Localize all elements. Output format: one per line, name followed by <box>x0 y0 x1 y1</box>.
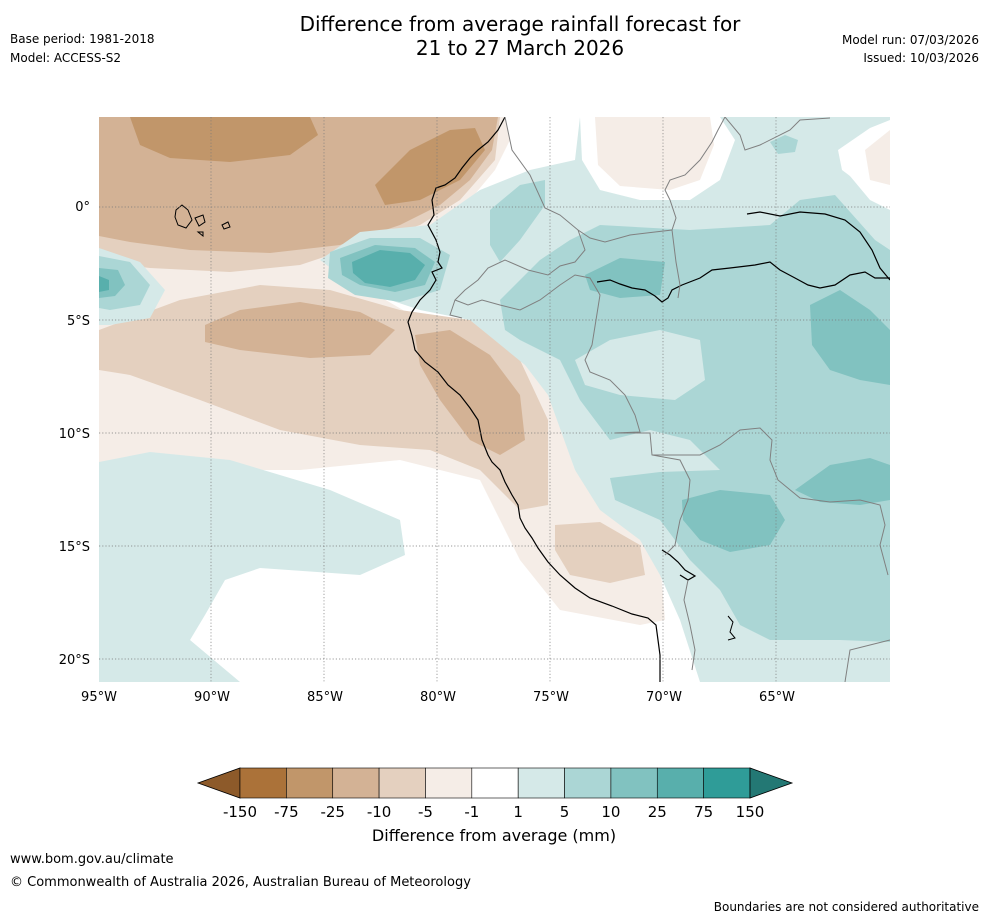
page-title: Difference from average rainfall forecas… <box>0 12 988 60</box>
dry-faint-area-north <box>595 117 714 190</box>
lat-label: 10°S <box>59 427 90 442</box>
wet-faint-area-ocean-sw <box>99 452 405 682</box>
coastline-amazon-river <box>596 261 890 303</box>
colorbar-tick-label: 75 <box>694 803 713 820</box>
wet-mid-area-brazil <box>810 290 890 385</box>
wet-faint-area-inner <box>575 330 705 400</box>
wet-light-area-colombia <box>490 180 545 262</box>
lon-label: 80°W <box>420 690 456 705</box>
coastline-negro-river <box>746 211 890 281</box>
colorbar-swatch <box>517 767 565 799</box>
longitude-labels: 95°W 90°W 85°W 80°W 75°W 70°W 65°W <box>81 690 795 705</box>
colorbar-tick-label: -5 <box>418 803 433 820</box>
colorbar-swatch <box>610 767 658 799</box>
wet-strong-area-west <box>99 276 109 292</box>
colorbar-swatch <box>332 767 380 799</box>
country-borders <box>449 117 890 682</box>
lon-label: 65°W <box>759 690 795 705</box>
lat-label: 15°S <box>59 540 90 555</box>
title-line-1: Difference from average rainfall forecas… <box>299 12 741 36</box>
galapagos-islands <box>174 204 231 238</box>
colorbar-swatch <box>239 767 287 799</box>
wet-mid-area-east <box>795 458 890 505</box>
title-line-2: 21 to 27 March 2026 <box>415 36 625 60</box>
footer-url: www.bom.gov.au/climate <box>10 852 174 867</box>
colorbar: -150 -75 -25 -10 -5 -1 1 5 10 25 75 150 <box>196 767 794 820</box>
base-period: Base period: 1981-2018 <box>10 32 155 46</box>
colorbar-ticks: -150 -75 -25 -10 -5 -1 1 5 10 25 75 150 <box>223 803 764 820</box>
colorbar-label: Difference from average (mm) <box>371 826 617 845</box>
colorbar-tick-label: -75 <box>274 803 299 820</box>
colorbar-tick-label: -1 <box>464 803 479 820</box>
colorbar-arrow-high <box>749 767 794 799</box>
rainfall-anomaly-map: 95°W 90°W 85°W 80°W 75°W 70°W 65°W 0° 5°… <box>59 117 890 705</box>
colorbar-swatch <box>378 767 426 799</box>
colorbar-tick-label: 5 <box>560 803 570 820</box>
footer-copyright: © Commonwealth of Australia 2026, Austra… <box>10 875 471 890</box>
colorbar-tick-label: 10 <box>601 803 620 820</box>
wet-strong-area-ecuador <box>352 250 425 287</box>
dry-strong-area-east <box>375 128 485 205</box>
lat-label: 0° <box>75 200 90 215</box>
wet-light-area-top <box>770 135 798 154</box>
colorbar-tick-label: 25 <box>648 803 667 820</box>
lat-label: 20°S <box>59 653 90 668</box>
map-graticule <box>99 117 890 682</box>
dry-mid-area-south <box>205 302 395 358</box>
colorbar-arrow-low <box>196 767 241 799</box>
lon-label: 95°W <box>81 690 117 705</box>
colorbar-tick-label: -150 <box>223 803 257 820</box>
dry-light-area-peru <box>555 522 645 583</box>
lat-label: 5°S <box>67 314 90 329</box>
latitude-labels: 0° 5°S 10°S 15°S 20°S <box>59 200 90 668</box>
colorbar-swatch <box>656 767 704 799</box>
colorbar-tick-label: 1 <box>513 803 523 820</box>
wet-mid-area-bolivia <box>682 490 785 552</box>
lon-label: 85°W <box>307 690 343 705</box>
colorbar-tick-label: -25 <box>320 803 345 820</box>
lon-label: 90°W <box>194 690 230 705</box>
colorbar-swatch <box>564 767 612 799</box>
wet-mid-area-amazon <box>585 258 665 298</box>
dry-strong-area <box>130 117 318 162</box>
colorbar-tick-label: -10 <box>367 803 392 820</box>
colorbar-swatch <box>286 767 334 799</box>
coastline-south-america <box>407 117 661 682</box>
model-name: Model: ACCESS-S2 <box>10 51 122 65</box>
dry-faint-area-ne-2 <box>865 130 890 185</box>
colorbar-swatch <box>471 767 519 799</box>
lake-titicaca <box>727 615 736 641</box>
colorbar-tick-label: 150 <box>736 803 765 820</box>
footer-disclaimer: Boundaries are not considered authoritat… <box>713 900 979 914</box>
issued-date: Issued: 10/03/2026 <box>863 51 979 65</box>
lon-label: 70°W <box>646 690 682 705</box>
map-plot-area <box>99 117 890 682</box>
colorbar-swatch <box>703 767 751 799</box>
model-run: Model run: 07/03/2026 <box>841 33 979 47</box>
colorbar-swatch <box>425 767 473 799</box>
lon-label: 75°W <box>533 690 569 705</box>
dry-mid-area-coast <box>415 330 525 455</box>
colorbar-swatches <box>239 767 751 799</box>
